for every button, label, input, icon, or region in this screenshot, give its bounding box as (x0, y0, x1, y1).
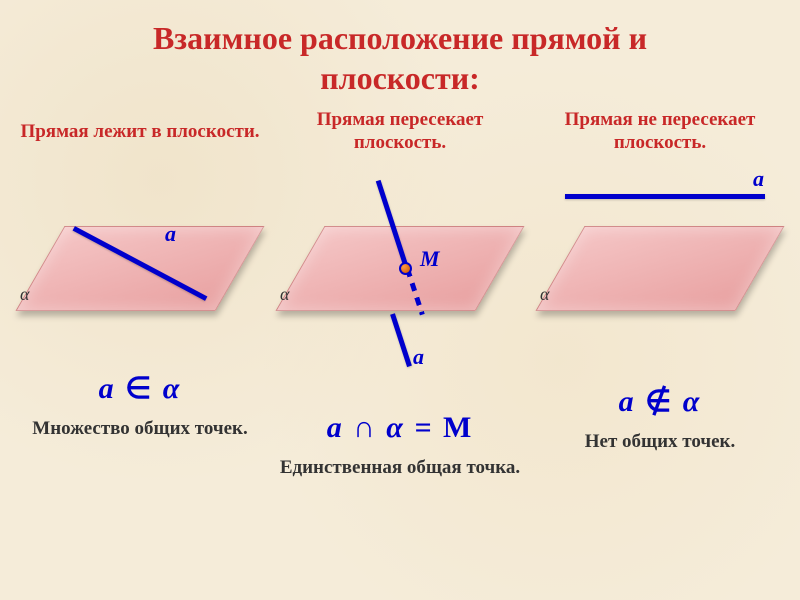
diagram-1: α a (15, 166, 265, 366)
caption-1: Множество общих точек. (15, 418, 265, 441)
subtitle-1: Прямая лежит в плоскости. (15, 108, 265, 156)
plane-shape-3 (535, 226, 784, 311)
diagram-2: α M a (275, 166, 525, 366)
main-title: Взаимное расположение прямой и плоскости… (0, 0, 800, 98)
subtitle-3: Прямая не пересекает плоскость. (535, 108, 785, 156)
caption-3: Нет общих точек. (535, 431, 785, 454)
plane-label-1: α (20, 284, 29, 305)
intersection-point (399, 262, 412, 275)
columns-container: Прямая лежит в плоскости. α a a ∈ α Множ… (0, 108, 800, 480)
plane-1: α (40, 226, 240, 311)
col-line-in-plane: Прямая лежит в плоскости. α a a ∈ α Множ… (15, 108, 265, 480)
point-label-M: M (420, 246, 440, 272)
formula-3: a ∉ α (535, 384, 785, 419)
plane-shape-1 (15, 226, 264, 311)
title-line2: плоскости: (320, 60, 480, 96)
col-line-intersects: Прямая пересекает плоскость. α M a a ∩ α… (275, 108, 525, 480)
formula-1: a ∈ α (15, 371, 265, 406)
plane-label-2: α (280, 284, 289, 305)
line-2-bottom (390, 313, 412, 367)
formula-2: a ∩ α = M (275, 411, 525, 445)
line-label-3: a (753, 166, 764, 192)
col-line-parallel: Прямая не пересекает плоскость. a α a ∉ … (535, 108, 785, 480)
line-label-2: a (413, 344, 424, 370)
line-label-1: a (165, 221, 176, 247)
plane-label-3: α (540, 284, 549, 305)
caption-2: Единственная общая точка. (275, 457, 525, 480)
plane-3: α (560, 226, 760, 311)
diagram-3: a α (535, 166, 785, 366)
subtitle-2: Прямая пересекает плоскость. (275, 108, 525, 156)
title-line1: Взаимное расположение прямой и (153, 20, 647, 56)
line-3 (565, 194, 765, 199)
